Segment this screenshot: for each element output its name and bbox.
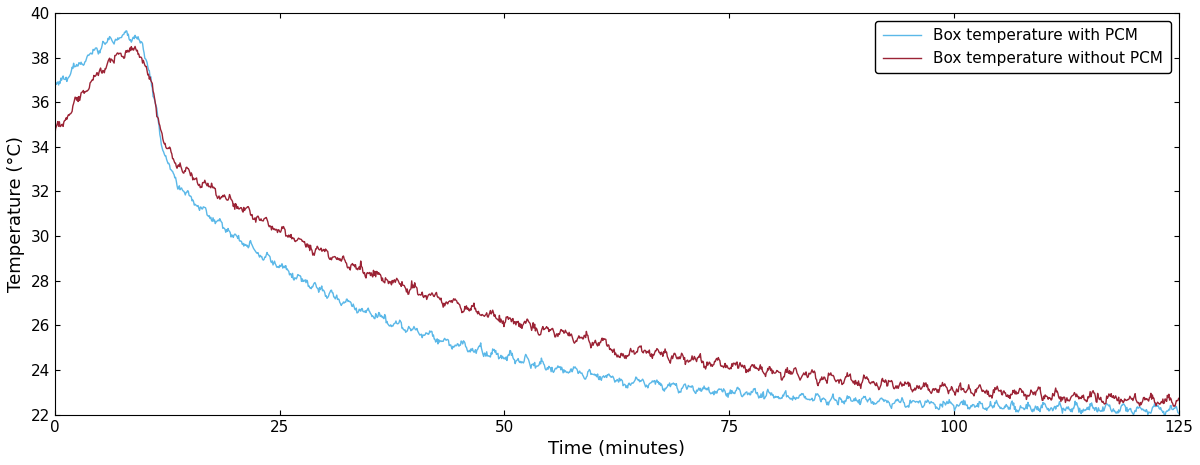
Box temperature without PCM — [48, 132, 62, 138]
X-axis label: Time (minutes): Time (minutes) — [548, 440, 685, 458]
Box temperature without PCM — [136, 60, 150, 66]
Legend: Box temperature with PCM, Box temperature without PCM: Box temperature with PCM, Box temperatur… — [876, 20, 1171, 73]
Box temperature without PCM — [526, 324, 540, 330]
Line: Box temperature without PCM: Box temperature without PCM — [55, 46, 1178, 406]
Box temperature with PCM — [1157, 413, 1171, 418]
Box temperature without PCM — [1171, 396, 1186, 401]
Box temperature with PCM — [181, 188, 196, 194]
Box temperature with PCM — [119, 28, 133, 33]
Box temperature with PCM — [136, 41, 150, 46]
Box temperature with PCM — [688, 390, 702, 396]
Box temperature with PCM — [526, 362, 540, 367]
Box temperature without PCM — [128, 44, 143, 49]
Box temperature with PCM — [569, 365, 583, 371]
Box temperature with PCM — [1171, 411, 1186, 416]
Box temperature without PCM — [569, 338, 583, 344]
Box temperature without PCM — [548, 334, 563, 339]
Box temperature without PCM — [1168, 404, 1182, 409]
Box temperature with PCM — [48, 85, 62, 90]
Y-axis label: Temperature (°C): Temperature (°C) — [7, 136, 25, 292]
Box temperature without PCM — [688, 355, 702, 361]
Box temperature with PCM — [548, 365, 563, 371]
Line: Box temperature with PCM: Box temperature with PCM — [55, 31, 1178, 416]
Box temperature without PCM — [181, 166, 196, 171]
